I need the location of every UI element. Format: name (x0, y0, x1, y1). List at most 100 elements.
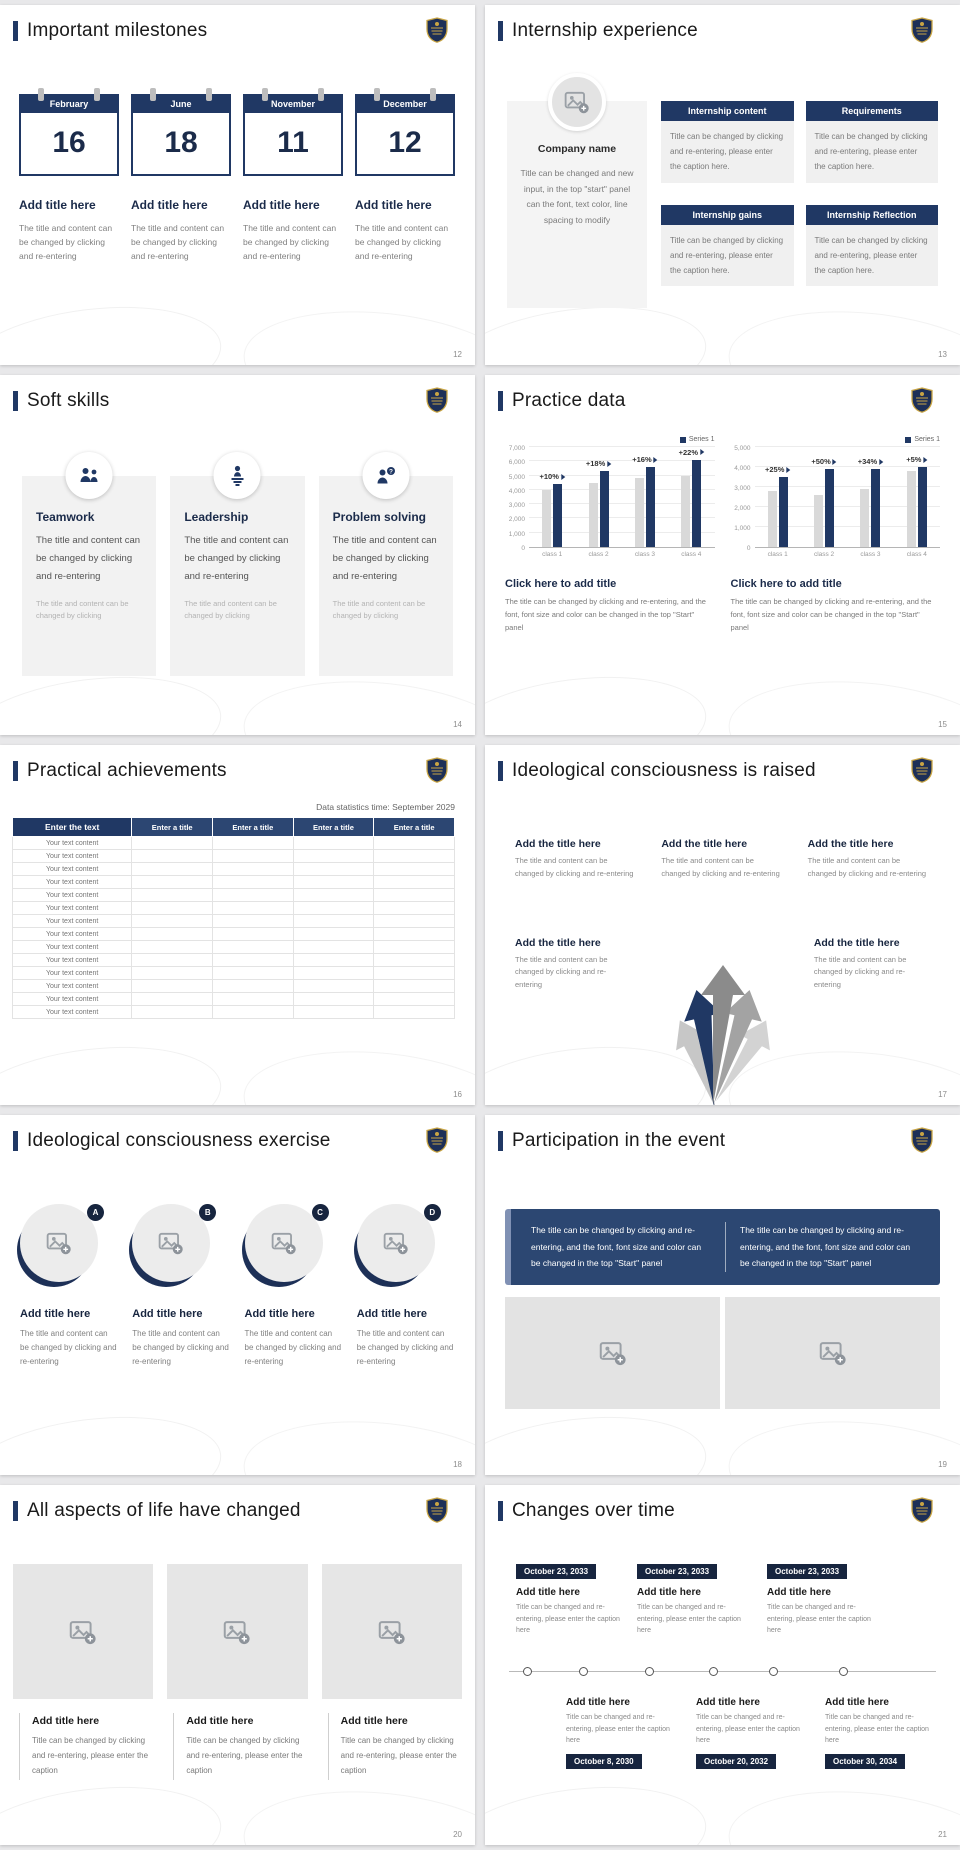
photo-placeholder-circle (132, 1204, 211, 1282)
chart-title: Click here to add title (730, 578, 842, 590)
item-body: Title can be changed and re-entering, pl… (516, 1604, 620, 1635)
table-row: Your text content (11, 953, 455, 967)
item-title: Add title here (32, 1715, 100, 1727)
empty-cell (211, 875, 294, 889)
flag-icon (560, 473, 565, 480)
box-body: Title can be changed by clicking and re-… (661, 121, 794, 183)
slide-header: Changes over time (485, 1485, 960, 1522)
empty-cell (373, 992, 455, 1006)
bar (553, 484, 563, 547)
image-placeholder-icon (378, 1618, 406, 1646)
gridline (529, 531, 715, 533)
converging-arrows-graphic (675, 965, 770, 1105)
bar (814, 495, 824, 547)
timeline-item-bottom: Add title here Title can be changed and … (566, 1697, 678, 1769)
calendar-clip-icon (318, 88, 324, 101)
y-tick-label: 4,000 (734, 465, 751, 472)
table-row: Your text content (11, 901, 455, 915)
legend-marker-icon (679, 436, 686, 443)
text-block: Add the title here The title and content… (515, 937, 631, 992)
milestone-card: February 16 Add title here The title and… (19, 88, 119, 263)
empty-cell (131, 849, 213, 863)
internship-box: Internship content Title can be changed … (661, 101, 794, 183)
flag-icon (879, 458, 884, 465)
empty-cell (292, 862, 375, 876)
title-accent-bar (498, 1131, 503, 1151)
empty-cell (292, 953, 375, 967)
bar-group: +25% (755, 448, 801, 547)
y-axis: 7,000 6,000 5,000 4,000 3,000 2,000 1,000 0 (505, 445, 529, 552)
empty-cell (211, 966, 294, 980)
internship-boxes: Internship content Title can be changed … (661, 101, 938, 308)
empty-cell (292, 875, 375, 889)
y-tick-label: 3,000 (734, 485, 751, 492)
text-block: Add the title here The title and content… (814, 937, 930, 992)
charts-area: Series 1 7,000 6,000 5,000 4,000 3,000 2,000 1… (485, 436, 960, 634)
item-body: The title and content can be changed by … (243, 223, 337, 262)
item-title: Add title here (132, 1308, 203, 1320)
chart-body: 5,000 4,000 3,000 2,000 1,000 0 +25% +50% +34% +… (731, 445, 940, 552)
timeline-node (579, 1667, 588, 1676)
timeline-item-top: October 23, 2033 Add title here Title ca… (637, 1561, 749, 1637)
y-tick-label: 2,000 (734, 505, 751, 512)
gridline (529, 460, 715, 462)
calendar-icon: November 11 (243, 88, 343, 176)
x-axis: class 1 class 2 class 3 class 4 (529, 548, 715, 558)
timeline-item-bottom: Add title here Title can be changed and … (825, 1697, 937, 1769)
bar-group: +16% (622, 448, 668, 547)
block-title: Add the title here (515, 838, 601, 850)
card-text: Add title here Title can be changed by c… (327, 1713, 462, 1781)
photo-circle-wrap: D (356, 1204, 443, 1292)
flag-icon (700, 449, 705, 456)
row-label-cell: Your text content (11, 849, 133, 863)
empty-cell (292, 914, 375, 928)
flag-icon (832, 458, 837, 465)
leadership-icon (231, 465, 244, 486)
gridline (754, 466, 940, 467)
value-label: +18% (586, 459, 612, 468)
item-title: Add title here (20, 1308, 91, 1320)
row-label-cell: Your text content (11, 836, 133, 850)
skill-body: The title and content can be changed by … (332, 535, 437, 583)
row-label-cell: Your text content (11, 992, 133, 1006)
skill-panel: Leadership The title and content can be … (170, 452, 305, 676)
image-placeholder-icon (223, 1618, 251, 1646)
photo-circle-wrap: C (244, 1204, 331, 1292)
table-header: Enter the text Enter a title Enter a tit… (11, 817, 455, 837)
y-tick-label: 5,000 (508, 473, 525, 481)
skill-note: The title and content can be changed by … (36, 599, 129, 621)
header-cell-first: Enter the text (11, 817, 133, 837)
company-photo-placeholder (548, 73, 606, 131)
page-number: 12 (453, 350, 462, 359)
skill-title: Leadership (184, 510, 249, 524)
empty-cell (373, 836, 455, 850)
item-body: Title can be changed and re-entering, pl… (637, 1604, 741, 1635)
empty-cell (131, 888, 213, 902)
bar-chart-left: Series 1 7,000 6,000 5,000 4,000 3,000 2,000 1… (505, 436, 715, 634)
empty-cell (373, 888, 455, 902)
bar-group: +10% (529, 448, 575, 547)
slide-18-ideological-consciousness-exercise: Ideological consciousness exercise A Add… (0, 1115, 475, 1475)
timeline-node (709, 1667, 718, 1676)
table-row: Your text content (11, 940, 455, 954)
slide-21-changes-over-time: Changes over time October 23, 2033 Add t… (485, 1485, 960, 1845)
row-label-cell: Your text content (11, 979, 133, 993)
slide-header: Participation in the event (485, 1115, 960, 1152)
block-title: Add the title here (661, 838, 748, 850)
date-chip: October 8, 2030 (566, 1753, 642, 1769)
bar (599, 471, 609, 547)
empty-cell (211, 953, 294, 967)
header-cell: Enter a title (373, 817, 455, 837)
empty-cell (211, 992, 294, 1006)
card-text: Add title here Title can be changed by c… (173, 1713, 307, 1781)
timeline-item-bottom: Add title here Title can be changed and … (696, 1697, 808, 1769)
skill-note: The title and content can be changed by … (184, 599, 277, 621)
empty-cell (292, 888, 375, 902)
bar (542, 489, 552, 547)
row-label-cell: Your text content (11, 1005, 133, 1019)
flag-icon (786, 466, 791, 473)
gridline (754, 446, 940, 447)
box-body: Title can be changed by clicking and re-… (805, 121, 938, 183)
x-tick-label: class 3 (860, 551, 881, 558)
letter-badge: C (311, 1204, 329, 1221)
